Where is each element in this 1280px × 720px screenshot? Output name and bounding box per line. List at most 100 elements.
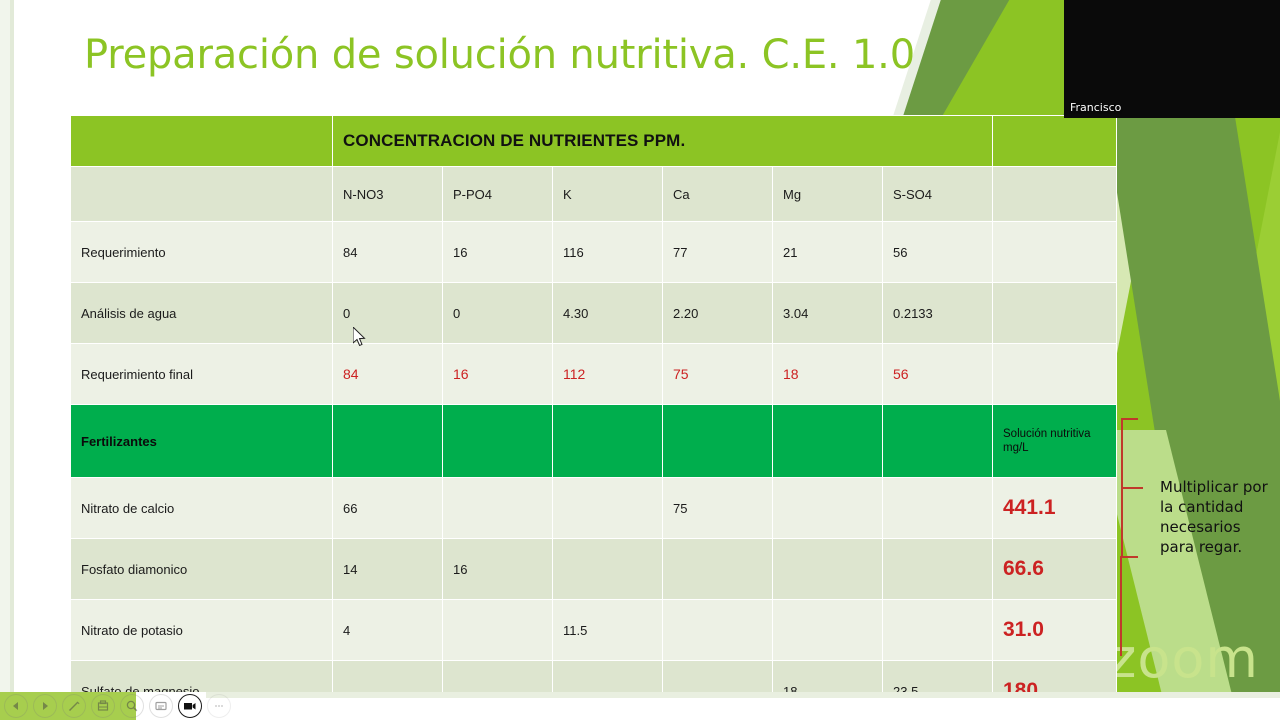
annotation-toolbar-icons	[4, 692, 231, 720]
cell-mg	[772, 538, 883, 600]
magnifier-icon	[125, 699, 139, 713]
banner-title: CONCENTRACION DE NUTRIENTES PPM.	[332, 115, 993, 167]
left-accent-bar-outer	[0, 0, 10, 692]
fertilizantes-label: Fertilizantes	[70, 404, 333, 478]
cell-s-so4: 0.2133	[882, 282, 993, 344]
next-slide-button[interactable]	[33, 694, 57, 718]
colhead-n-no3: N-NO3	[332, 166, 443, 222]
cell-s-so4: 56	[882, 221, 993, 283]
cell-k	[552, 538, 663, 600]
row-label: Fosfato diamonico	[70, 538, 333, 600]
cell-mg: 18	[772, 343, 883, 405]
row-label: Requerimiento final	[70, 343, 333, 405]
cell-solution	[992, 282, 1117, 344]
cell-mg	[772, 599, 883, 661]
row-label: Nitrato de potasio	[70, 599, 333, 661]
cell-ca	[662, 538, 773, 600]
colhead-p-po4: P-PO4	[442, 166, 553, 222]
cell-p-po4: 0	[442, 282, 553, 344]
table-row: Nitrato de potasio 4 11.5 31.0	[70, 599, 1117, 661]
fert-spacer-2	[442, 404, 553, 478]
zoom-search-button[interactable]	[120, 694, 144, 718]
cell-ca: 75	[662, 477, 773, 539]
fert-spacer-6	[882, 404, 993, 478]
bracket-tail-line	[1120, 556, 1122, 656]
cell-ca: 75	[662, 343, 773, 405]
banner-spacer-right	[992, 115, 1117, 167]
participant-name-label: Francisco	[1070, 101, 1122, 114]
fert-spacer-3	[552, 404, 663, 478]
cell-n-no3: 4	[332, 599, 443, 661]
table-row: Fosfato diamonico 14 16 66.6	[70, 538, 1117, 600]
cell-ca: 2.20	[662, 282, 773, 344]
right-green-panel	[1096, 0, 1280, 692]
red-bracket-annotation	[1104, 418, 1143, 558]
zoom-watermark: zoom	[1108, 627, 1260, 690]
cell-s-so4: 56	[882, 343, 993, 405]
colhead-s-so4: S-SO4	[882, 166, 993, 222]
cell-s-so4	[882, 477, 993, 539]
cell-n-no3: 14	[332, 538, 443, 600]
solution-unit-label: Solución nutritiva mg/L	[992, 404, 1117, 478]
cell-n-no3: 84	[332, 221, 443, 283]
annotation-note: Multiplicar por la cantidad necesarios p…	[1160, 478, 1268, 556]
colhead-ca: Ca	[662, 166, 773, 222]
cell-k: 112	[552, 343, 663, 405]
table-banner-row: CONCENTRACION DE NUTRIENTES PPM.	[70, 115, 1117, 167]
colhead-mg: Mg	[772, 166, 883, 222]
cell-n-no3: 0	[332, 282, 443, 344]
row-label: Nitrato de calcio	[70, 477, 333, 539]
fertilizantes-header-row: Fertilizantes Solución nutritiva mg/L	[70, 404, 1117, 478]
ellipsis-icon	[212, 699, 226, 713]
cell-n-no3: 84	[332, 343, 443, 405]
cell-p-po4	[442, 599, 553, 661]
cell-n-no3: 66	[332, 477, 443, 539]
table-row: Requerimiento final 84 16 112 75 18 56	[70, 343, 1117, 405]
table-row: Análisis de agua 0 0 4.30 2.20 3.04 0.21…	[70, 282, 1117, 344]
more-options-button[interactable]	[207, 694, 231, 718]
caption-button[interactable]	[149, 694, 173, 718]
cell-solution: 441.1	[1003, 496, 1056, 519]
stamp-button[interactable]	[91, 694, 115, 718]
page-title: Preparación de solución nutritiva. C.E. …	[84, 32, 915, 78]
bracket-top-tick	[1121, 418, 1138, 420]
chevron-left-icon	[10, 700, 22, 712]
cell-ca: 77	[662, 221, 773, 283]
cell-solution: 31.0	[1003, 618, 1044, 641]
cell-solution: 66.6	[1003, 557, 1044, 580]
previous-slide-button[interactable]	[4, 694, 28, 718]
cell-k: 11.5	[552, 599, 663, 661]
cell-s-so4	[882, 538, 993, 600]
cell-p-po4: 16	[442, 221, 553, 283]
bottom-bar-strip	[206, 692, 1280, 698]
cell-ca	[662, 599, 773, 661]
participant-video-tile[interactable]: Francisco	[1064, 0, 1280, 118]
video-camera-icon	[182, 699, 198, 713]
row-label: Análisis de agua	[70, 282, 333, 344]
cell-mg: 21	[772, 221, 883, 283]
cell-p-po4: 16	[442, 538, 553, 600]
cell-s-so4	[882, 599, 993, 661]
banner-spacer-left	[70, 115, 333, 167]
bottom-toolbar	[0, 692, 1280, 720]
cell-mg: 3.04	[772, 282, 883, 344]
annotate-pen-button[interactable]	[62, 694, 86, 718]
cell-k: 4.30	[552, 282, 663, 344]
cell-solution	[992, 221, 1117, 283]
cell-k: 116	[552, 221, 663, 283]
cell-k	[552, 477, 663, 539]
bracket-mid-tick	[1121, 487, 1143, 489]
fert-spacer-4	[662, 404, 773, 478]
table-column-header-row: N-NO3 P-PO4 K Ca Mg S-SO4	[70, 166, 1117, 222]
colhead-blank	[70, 166, 333, 222]
nutrient-concentration-table: CONCENTRACION DE NUTRIENTES PPM. N-NO3 P…	[70, 115, 1117, 720]
colhead-k: K	[552, 166, 663, 222]
fert-spacer-5	[772, 404, 883, 478]
caption-icon	[154, 699, 168, 713]
cell-mg	[772, 477, 883, 539]
cell-solution	[992, 343, 1117, 405]
cell-p-po4	[442, 477, 553, 539]
table-row: Nitrato de calcio 66 75 441.1	[70, 477, 1117, 539]
video-button[interactable]	[178, 694, 202, 718]
